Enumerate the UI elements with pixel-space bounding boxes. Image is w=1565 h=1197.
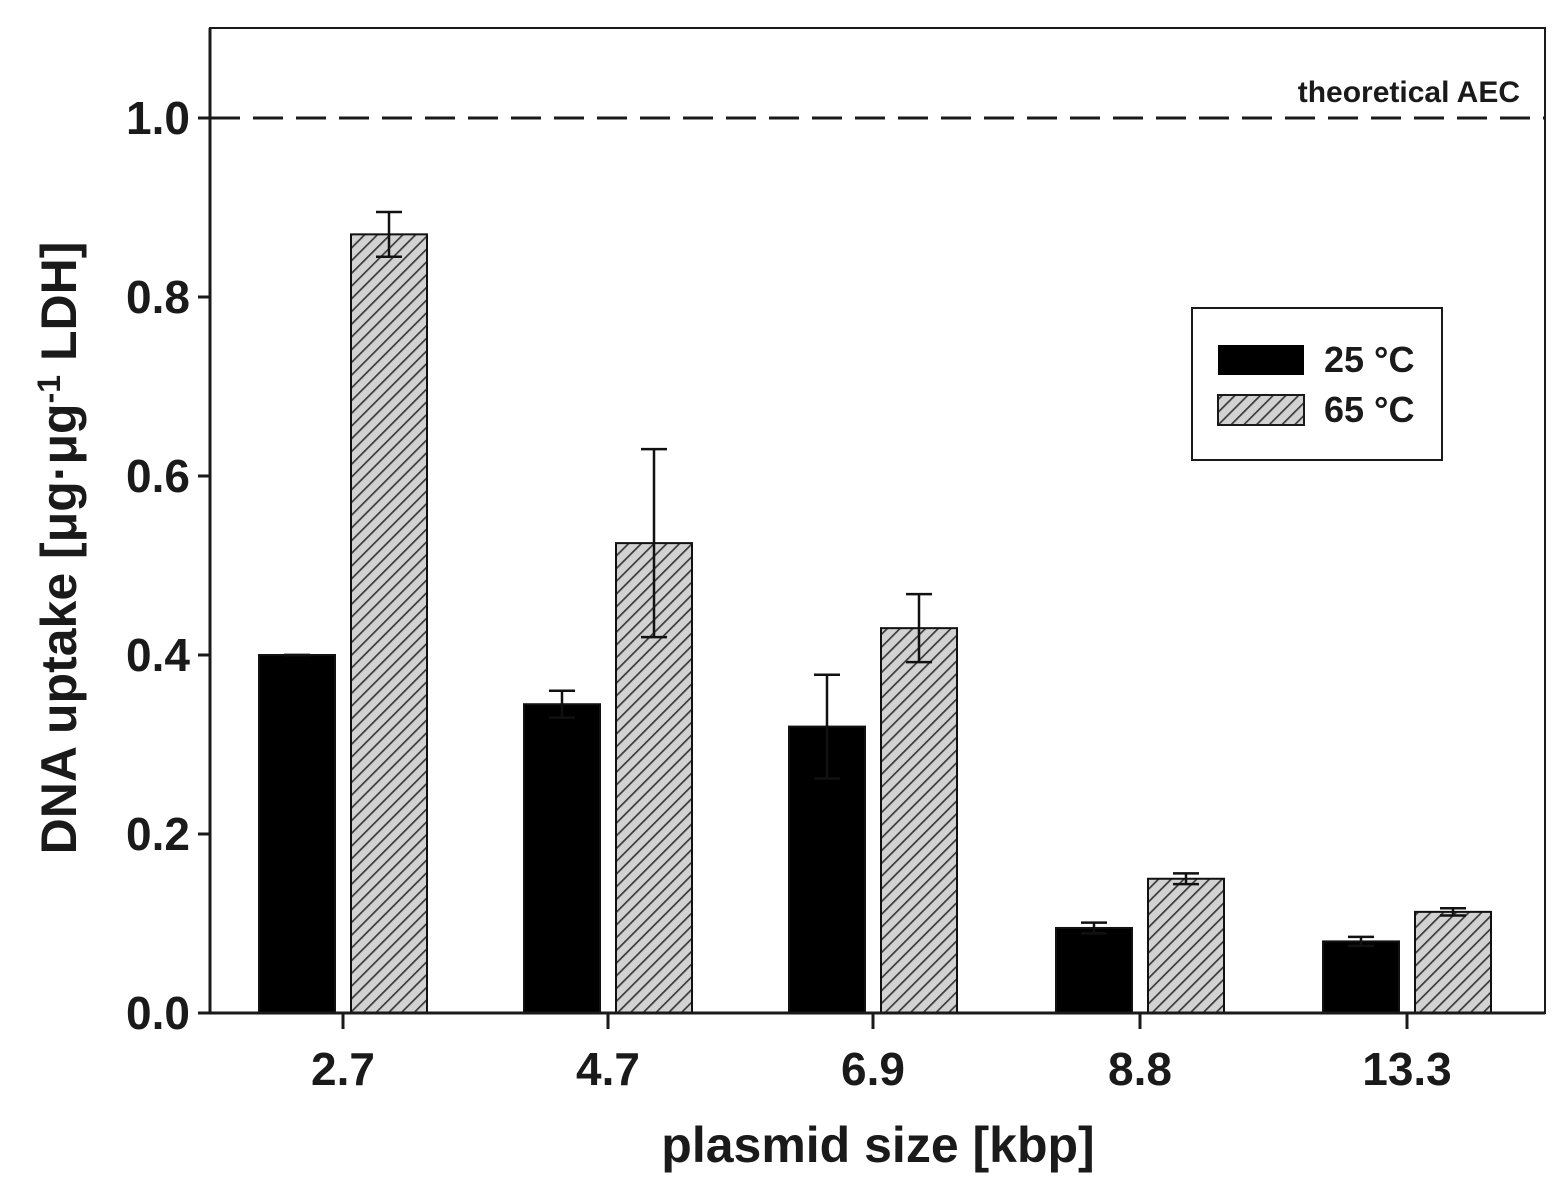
bar-65c-13.3 <box>1414 910 1492 1014</box>
legend-box <box>1191 307 1443 461</box>
x-tick-label-2.7: 2.7 <box>311 1043 375 1095</box>
error-bars-layer <box>284 210 1466 948</box>
legend-label-25c: 25 °C <box>1324 339 1414 380</box>
x-tick-label-6.9: 6.9 <box>841 1043 905 1095</box>
bar-25c-4.7 <box>523 703 601 1014</box>
x-tick-label-8.8: 8.8 <box>1108 1043 1172 1095</box>
bar-25c-2.7 <box>258 654 336 1014</box>
legend-swatch-65c <box>1217 394 1305 426</box>
y-axis-title: DNA uptake [μg·μg-1 LDH] <box>31 242 87 855</box>
theoretical-aec-label: theoretical AEC <box>1298 76 1520 109</box>
bar-25c-13.3 <box>1322 940 1400 1015</box>
y-axis-title-superscript: -1 <box>31 375 67 403</box>
y-tick-label-0.8: 0.8 <box>126 271 190 323</box>
bar-65c-2.7 <box>350 233 428 1015</box>
y-tick-label-1.0: 1.0 <box>126 92 190 144</box>
legend-swatch-25c <box>1218 345 1304 375</box>
bar-25c-8.8 <box>1055 926 1133 1014</box>
y-tick-label-0.6: 0.6 <box>126 450 190 502</box>
axes-layer: 0.0 0.2 0.4 0.6 0.8 1.0 2.7 4.7 6.9 8.8 13.3 <box>126 28 1545 1095</box>
legend-label-65c: 65 °C <box>1324 389 1414 430</box>
y-tick-label-0.2: 0.2 <box>126 808 190 860</box>
y-axis-title-prefix: DNA uptake [μg·μg <box>31 403 87 854</box>
bar-65c-8.8 <box>1147 877 1225 1014</box>
y-tick-label-0.0: 0.0 <box>126 987 190 1039</box>
legend: 25 °C 65 °C <box>1191 307 1443 461</box>
y-tick-label-0.4: 0.4 <box>126 629 190 681</box>
bar-65c-6.9 <box>880 627 958 1015</box>
x-axis-title: plasmid size [kbp] <box>661 1117 1094 1173</box>
x-tick-label-13.3: 13.3 <box>1362 1043 1452 1095</box>
x-tick-label-4.7: 4.7 <box>576 1043 640 1095</box>
y-axis-title-suffix: LDH] <box>31 242 87 375</box>
